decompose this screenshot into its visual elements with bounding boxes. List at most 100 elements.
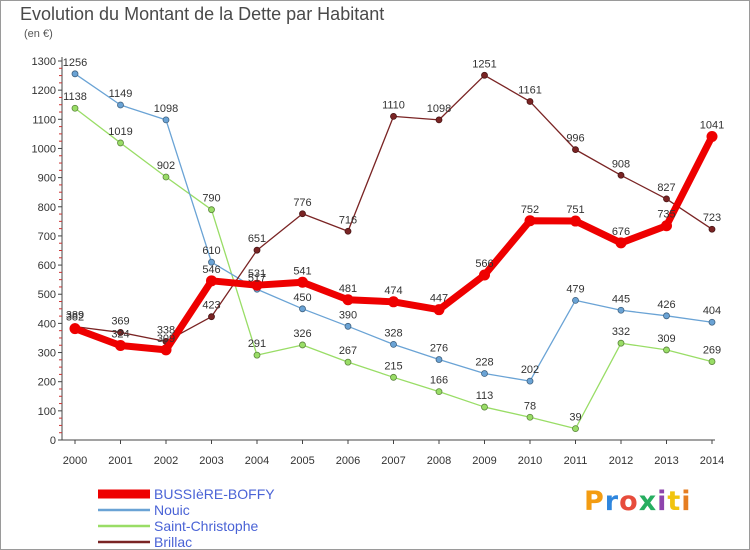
x-tick-label: 2009 [472, 455, 496, 467]
data-label: 996 [566, 133, 584, 145]
legend-label: BUSSIèRE-BOFFY [154, 486, 275, 502]
y-tick-label: 100 [38, 406, 56, 418]
data-label: 291 [248, 338, 266, 350]
chart-title: Evolution du Montant de la Dette par Hab… [20, 4, 385, 24]
logo-letter: t [667, 486, 682, 517]
data-label: 423 [202, 300, 220, 312]
data-label: 426 [657, 299, 675, 311]
data-label: 735 [657, 209, 675, 221]
data-label: 450 [293, 292, 311, 304]
logo-letter: o [619, 486, 639, 517]
data-point [297, 276, 308, 288]
data-label: 908 [612, 158, 630, 170]
data-point [663, 195, 670, 203]
data-label: 1098 [154, 103, 178, 115]
logo-letter: r [604, 486, 620, 517]
data-label: 309 [157, 333, 175, 345]
y-tick-label: 600 [38, 260, 56, 272]
data-point [251, 279, 263, 291]
data-point [299, 341, 306, 349]
data-label: 1149 [109, 88, 133, 100]
data-point [617, 339, 625, 347]
data-label: 328 [384, 327, 402, 339]
data-label: 338 [157, 324, 175, 336]
data-point [435, 356, 443, 363]
proxiti-logo: Proxiti [584, 486, 692, 517]
data-point [663, 346, 670, 354]
x-tick-label: 2000 [63, 455, 87, 467]
data-point [160, 344, 172, 356]
x-tick-label: 2005 [290, 455, 314, 467]
y-tick-label: 200 [38, 377, 56, 389]
data-label: 1251 [472, 58, 496, 70]
y-tick-label: 700 [38, 231, 56, 243]
data-label: 474 [384, 285, 402, 297]
data-point [69, 323, 81, 335]
legend-label: Nouic [154, 502, 190, 518]
x-tick-label: 2013 [654, 455, 678, 467]
data-label: 276 [430, 343, 448, 355]
x-tick-label: 2014 [700, 455, 724, 467]
data-point [162, 173, 170, 181]
logo-letter: i [657, 486, 668, 517]
data-point [708, 318, 716, 326]
data-label: 479 [566, 283, 584, 295]
data-point [615, 237, 627, 249]
data-point [526, 98, 534, 105]
y-tick-label: 1300 [32, 56, 56, 68]
data-label: 676 [612, 226, 630, 238]
data-point [342, 294, 354, 306]
data-point [71, 104, 79, 112]
data-label: 546 [202, 264, 220, 276]
logo-letter: P [584, 486, 605, 517]
logo-letter: i [681, 486, 692, 517]
axes: 0 100 200 300 400 500 600 700 800 900 1000 1100 1200… [32, 56, 725, 467]
data-label: 716 [339, 214, 357, 226]
data-label: 1256 [63, 57, 87, 69]
y-tick-label: 1100 [32, 114, 56, 126]
data-label: 776 [293, 197, 311, 209]
data-point [479, 269, 490, 281]
data-point [663, 312, 670, 320]
data-label: 113 [476, 390, 494, 402]
data-point [390, 373, 397, 381]
data-point [208, 206, 215, 214]
data-point [115, 340, 126, 352]
data-label: 827 [657, 182, 675, 194]
data-point [661, 220, 672, 232]
data-point [706, 131, 718, 143]
legend-label: Brillac [154, 534, 192, 550]
data-point [617, 306, 625, 314]
data-label: 751 [566, 204, 584, 216]
data-label: 1110 [382, 99, 405, 111]
unit-label: (en €) [24, 28, 53, 40]
data-label: 389 [66, 310, 84, 322]
data-label: 610 [202, 245, 220, 257]
data-point [71, 70, 79, 78]
data-label: 267 [339, 345, 357, 357]
data-label: 1019 [108, 126, 132, 138]
data-label: 517 [248, 272, 266, 284]
data-point [481, 370, 488, 377]
x-tick-label: 2003 [199, 455, 223, 467]
data-point [435, 116, 443, 124]
data-point [390, 340, 397, 348]
y-tick-label: 800 [38, 202, 56, 214]
x-tick-label: 2007 [381, 455, 405, 467]
data-label: 481 [339, 283, 357, 295]
y-tick-label: 900 [38, 173, 56, 185]
data-label: 324 [111, 329, 129, 341]
data-point [344, 322, 352, 330]
data-point [572, 146, 579, 154]
data-label: 651 [248, 233, 266, 245]
data-label: 202 [521, 364, 539, 376]
data-point [572, 296, 579, 304]
data-point [572, 425, 579, 433]
x-tick-label: 2011 [564, 455, 588, 467]
data-point [299, 210, 306, 218]
data-point [435, 388, 443, 396]
data-point [253, 351, 261, 359]
data-label: 790 [202, 193, 220, 205]
data-label: 541 [293, 265, 311, 277]
data-label: 390 [339, 309, 357, 321]
